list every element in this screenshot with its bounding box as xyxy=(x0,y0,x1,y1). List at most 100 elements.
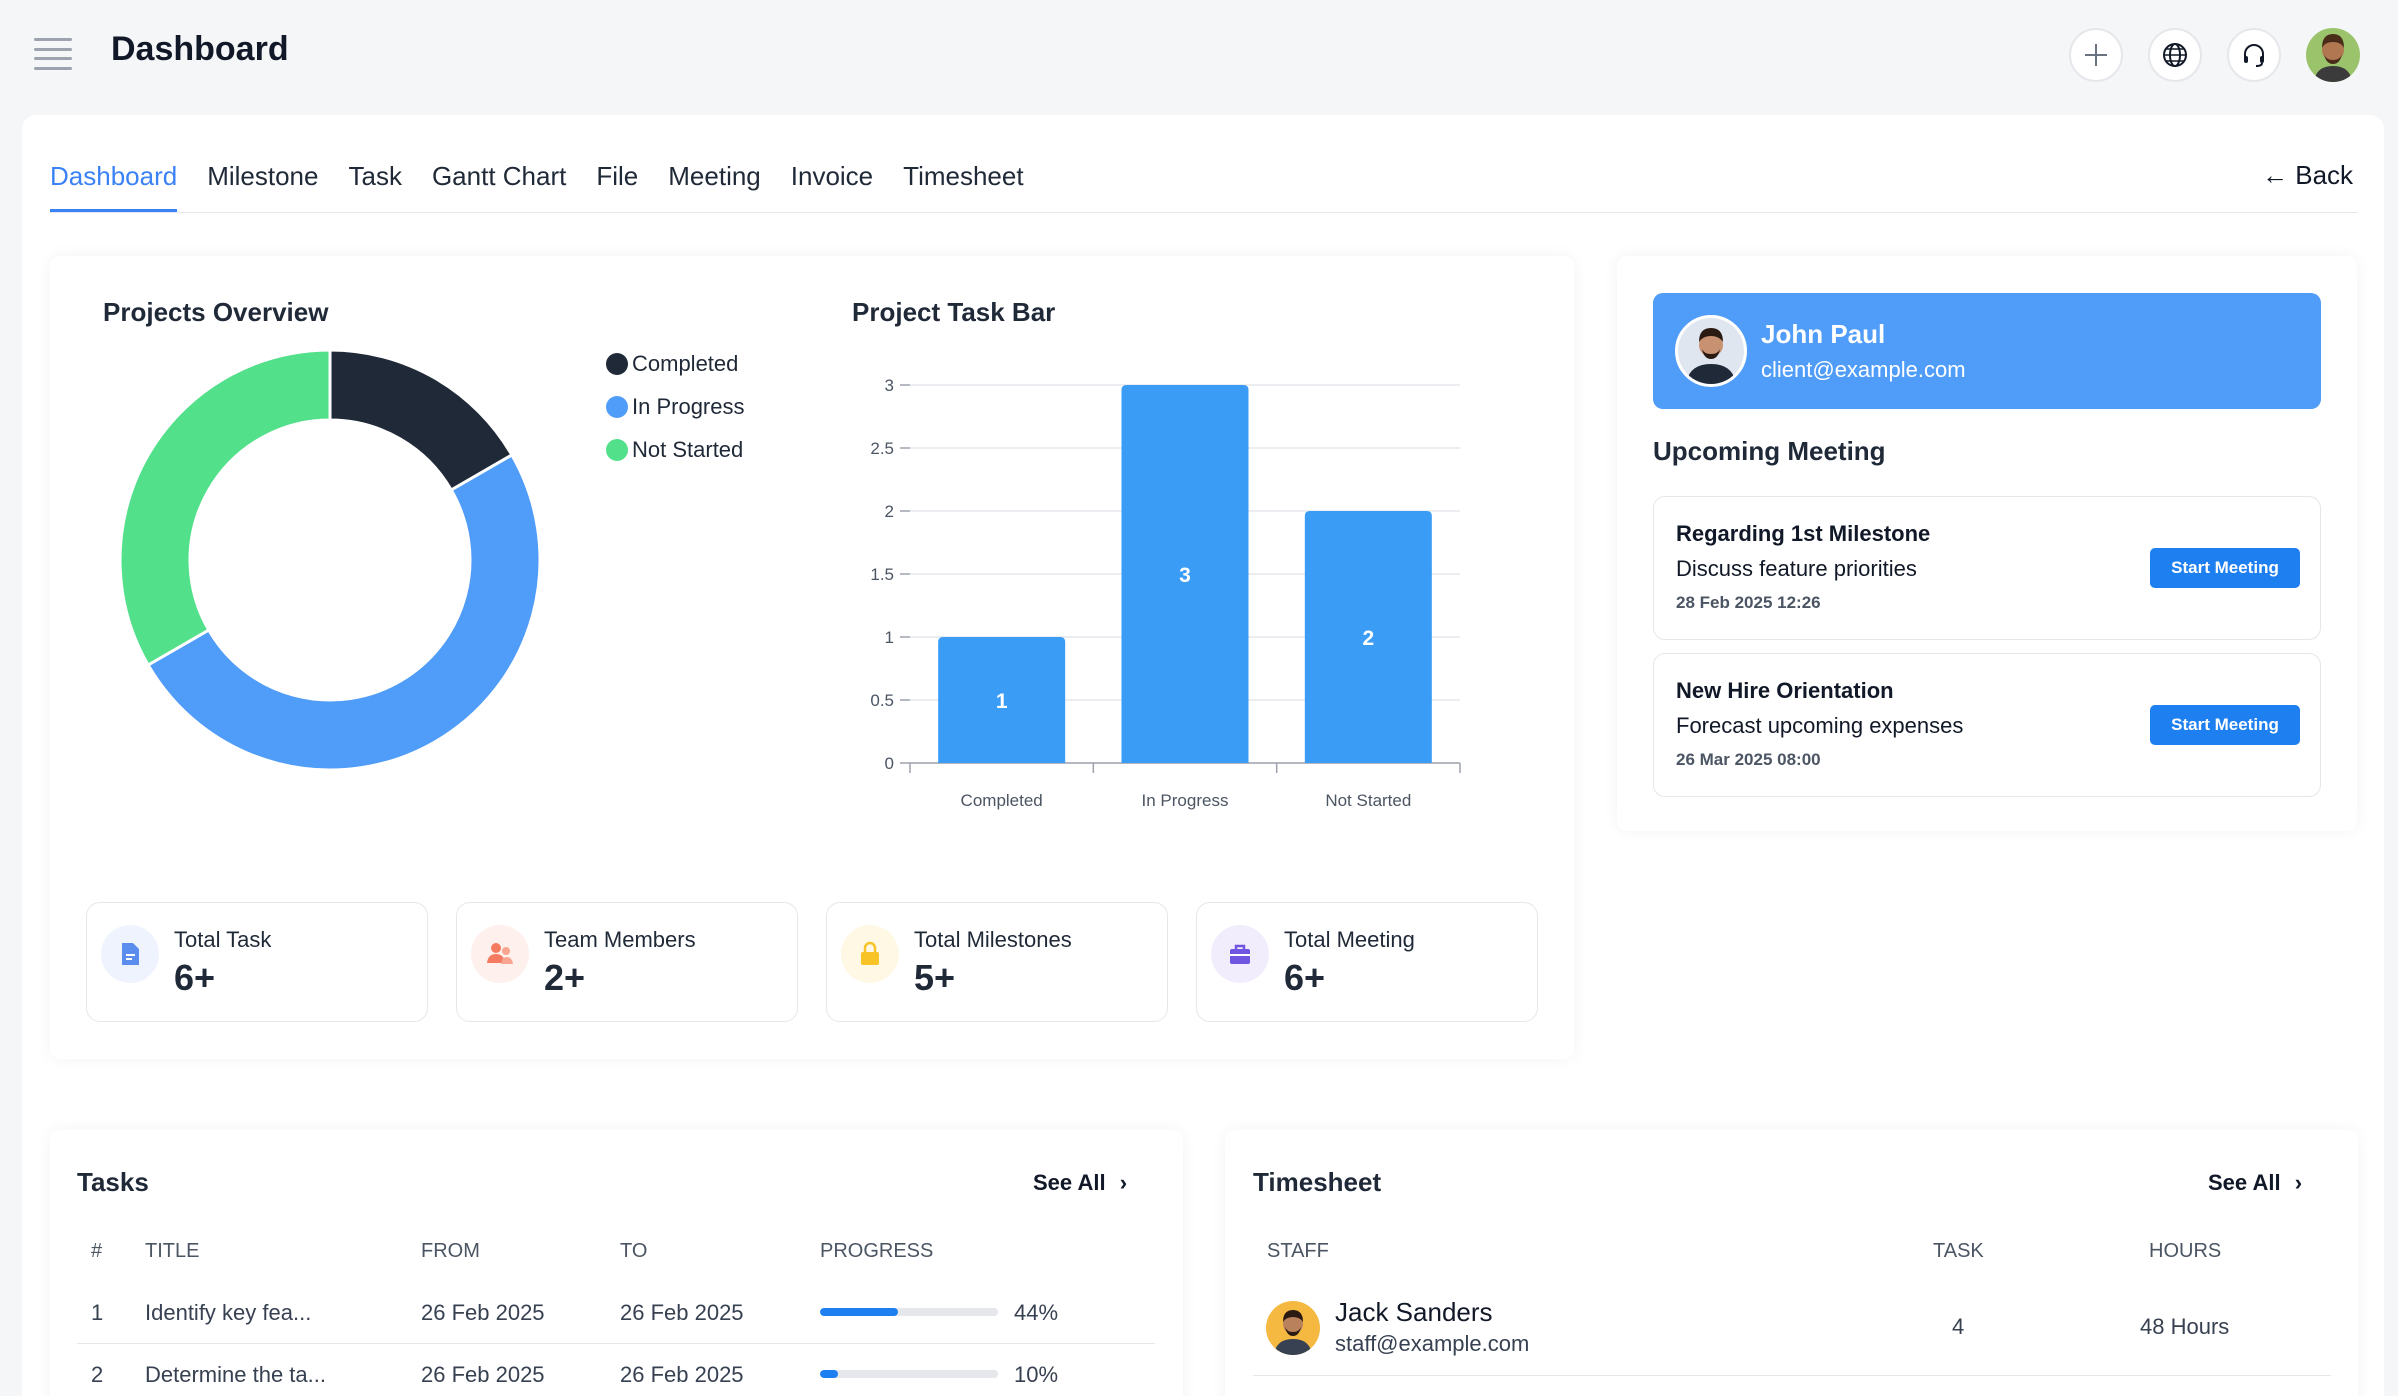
timesheet-see-all-link[interactable]: See All › xyxy=(2208,1170,2302,1196)
language-button[interactable] xyxy=(2148,28,2202,82)
stat-label: Total Milestones xyxy=(914,927,1072,952)
globe-icon xyxy=(2163,43,2187,67)
start-meeting-button[interactable]: Start Meeting xyxy=(2150,548,2300,588)
y-tick-label: 1 xyxy=(885,628,894,647)
stat-card-team-members: Team Members 2+ xyxy=(456,902,798,1022)
timesheet-title: Timesheet xyxy=(1253,1167,1382,1197)
tab-bar: Dashboard Milestone Task Gantt Chart Fil… xyxy=(50,155,1024,213)
row-divider xyxy=(77,1343,1155,1344)
tab-task[interactable]: Task xyxy=(348,161,402,191)
progress-fill xyxy=(820,1370,838,1378)
legend-dot xyxy=(606,352,628,375)
donut-slice-completed xyxy=(328,348,514,493)
lock-icon xyxy=(841,925,899,983)
user-avatar[interactable] xyxy=(2306,28,2360,82)
stat-label: Team Members xyxy=(544,927,696,952)
plus-icon xyxy=(2085,44,2107,66)
task-from: 26 Feb 2025 xyxy=(421,1300,545,1325)
tasks-see-all-link[interactable]: See All › xyxy=(1033,1170,1127,1196)
staff-email: staff@example.com xyxy=(1335,1331,1530,1356)
task-title: Identify key fea... xyxy=(145,1300,312,1325)
bar-not-started xyxy=(1304,511,1432,763)
top-bar: Dashboard xyxy=(0,0,2398,108)
column-header: TO xyxy=(620,1240,648,1262)
bar-data-label: 1 xyxy=(996,690,1008,713)
tab-milestone[interactable]: Milestone xyxy=(207,161,319,191)
headset-icon xyxy=(2244,44,2264,67)
support-button[interactable] xyxy=(2227,28,2281,82)
donut-slice-not-started xyxy=(118,348,332,668)
task-from: 26 Feb 2025 xyxy=(421,1362,545,1387)
projects-overview-donut-chart xyxy=(118,348,542,772)
stat-value: 6+ xyxy=(1284,957,1326,998)
tab-dashboard[interactable]: Dashboard xyxy=(50,155,178,213)
task-to: 26 Feb 2025 xyxy=(620,1362,744,1387)
progress-label: 44% xyxy=(1014,1300,1059,1325)
meeting-card: New Hire Orientation Forecast upcoming e… xyxy=(1653,653,2321,797)
legend-dot xyxy=(606,395,628,418)
meeting-title: New Hire Orientation xyxy=(1676,678,1894,703)
legend-item-completed: Completed xyxy=(606,342,745,385)
column-header: TASK xyxy=(1933,1240,1984,1262)
row-number: 1 xyxy=(91,1300,104,1325)
chevron-right-icon: › xyxy=(1119,1170,1128,1195)
tabs-divider xyxy=(50,212,2358,213)
projects-overview-title: Projects Overview xyxy=(103,297,329,327)
column-header: HOURS xyxy=(2149,1240,2222,1262)
stat-card-total-meeting: Total Meeting 6+ xyxy=(1196,902,1538,1022)
tab-meeting[interactable]: Meeting xyxy=(668,161,761,191)
legend-label: Not Started xyxy=(632,436,744,462)
progress-bar xyxy=(820,1370,998,1378)
meeting-datetime: 26 Mar 2025 08:00 xyxy=(1676,750,1821,769)
meeting-title: Regarding 1st Milestone xyxy=(1676,521,1931,546)
column-header: PROGRESS xyxy=(820,1240,934,1262)
stat-value: 5+ xyxy=(914,957,956,998)
chevron-right-icon: › xyxy=(2294,1170,2303,1195)
donut-legend: Completed In Progress Not Started xyxy=(606,342,745,471)
task-title: Determine the ta... xyxy=(145,1362,326,1387)
back-button[interactable]: ← Back xyxy=(2262,160,2354,190)
y-tick-label: 0.5 xyxy=(870,691,894,710)
column-header: FROM xyxy=(421,1240,480,1262)
row-divider xyxy=(1253,1375,2331,1376)
tasks-title: Tasks xyxy=(77,1167,149,1197)
legend-label: In Progress xyxy=(632,393,745,419)
tab-invoice[interactable]: Invoice xyxy=(790,161,874,191)
page-title: Dashboard xyxy=(111,30,289,68)
legend-item-not-started: Not Started xyxy=(606,428,745,471)
legend-label: Completed xyxy=(632,350,739,376)
tasks-panel xyxy=(50,1130,1183,1396)
y-tick-label: 2 xyxy=(885,502,894,521)
legend-dot xyxy=(606,438,628,461)
stat-label: Total Meeting xyxy=(1284,927,1415,952)
donut-slice-in-progress xyxy=(146,452,542,772)
timesheet-panel xyxy=(1225,1130,2358,1396)
tab-gantt-chart[interactable]: Gantt Chart xyxy=(431,161,567,191)
project-task-bar-chart: 0 0.5 1 1.5 2 2.5 3 1 Completed 3 In Progress 2 Not … xyxy=(870,376,1461,810)
users-icon xyxy=(471,925,529,983)
see-all-label: See All xyxy=(1033,1170,1106,1195)
staff-task-count: 4 xyxy=(1952,1314,1965,1339)
x-tick-label: Completed xyxy=(961,791,1043,810)
meeting-datetime: 28 Feb 2025 12:26 xyxy=(1676,593,1821,612)
y-tick-label: 3 xyxy=(885,376,894,395)
column-header: STAFF xyxy=(1267,1240,1329,1262)
start-meeting-button[interactable]: Start Meeting xyxy=(2150,705,2300,745)
client-email: client@example.com xyxy=(1761,357,1966,382)
stat-card-total-milestones: Total Milestones 5+ xyxy=(826,902,1168,1022)
stat-label: Total Task xyxy=(174,927,272,952)
meeting-subtitle: Discuss feature priorities xyxy=(1676,556,1917,581)
bar-in-progress xyxy=(1121,385,1249,763)
tab-file[interactable]: File xyxy=(596,161,639,191)
hamburger-menu-icon[interactable] xyxy=(34,38,72,70)
see-all-label: See All xyxy=(2208,1170,2281,1195)
y-tick-label: 2.5 xyxy=(870,439,894,458)
bar-data-label: 3 xyxy=(1179,564,1191,587)
add-button[interactable] xyxy=(2069,28,2123,82)
column-header: # xyxy=(91,1240,103,1262)
row-number: 2 xyxy=(91,1362,104,1387)
upcoming-meeting-title: Upcoming Meeting xyxy=(1653,436,1886,466)
client-avatar xyxy=(1675,315,1747,387)
x-tick-label: In Progress xyxy=(1142,791,1229,810)
tab-timesheet[interactable]: Timesheet xyxy=(903,161,1024,191)
